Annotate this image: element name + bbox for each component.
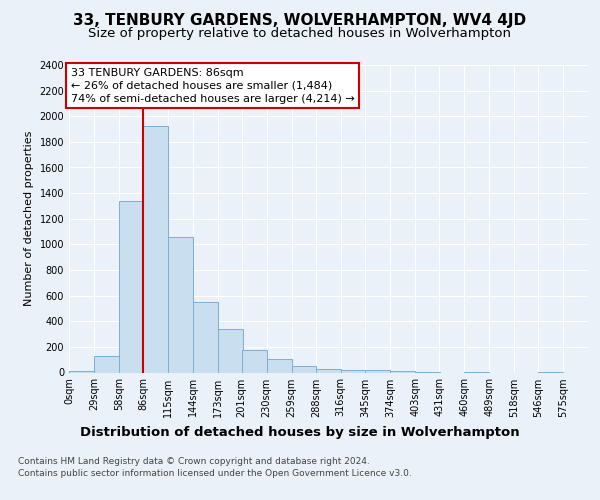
Bar (218, 329, 242, 372)
Text: Distribution of detached houses by size in Wolverhampton: Distribution of detached houses by size … (80, 426, 520, 439)
Bar (193, 302, 218, 372)
Bar (391, 370, 415, 372)
Bar (119, 201, 144, 372)
Bar (242, 350, 266, 372)
Bar (292, 366, 316, 372)
Y-axis label: Number of detached properties: Number of detached properties (24, 131, 34, 306)
Text: Contains HM Land Registry data © Crown copyright and database right 2024.: Contains HM Land Registry data © Crown c… (18, 457, 370, 466)
Text: 33, TENBURY GARDENS, WOLVERHAMPTON, WV4 4JD: 33, TENBURY GARDENS, WOLVERHAMPTON, WV4 … (73, 12, 527, 28)
Bar (316, 368, 341, 372)
Bar (341, 370, 365, 372)
Text: Contains public sector information licensed under the Open Government Licence v3: Contains public sector information licen… (18, 468, 412, 477)
Text: 33 TENBURY GARDENS: 86sqm
← 26% of detached houses are smaller (1,484)
74% of se: 33 TENBURY GARDENS: 86sqm ← 26% of detac… (71, 68, 355, 104)
Bar (143, 126, 168, 372)
Bar (168, 236, 193, 372)
Bar (365, 370, 391, 372)
Bar (69, 371, 94, 372)
Text: Size of property relative to detached houses in Wolverhampton: Size of property relative to detached ho… (89, 28, 511, 40)
Bar (94, 356, 119, 372)
Bar (266, 359, 292, 372)
